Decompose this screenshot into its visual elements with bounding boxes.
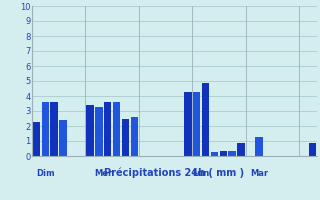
Text: Lun: Lun — [192, 170, 210, 179]
Text: Dim: Dim — [36, 170, 55, 179]
Bar — [237, 143, 245, 156]
Bar — [220, 151, 227, 156]
Bar — [60, 120, 67, 156]
Text: Mer: Mer — [94, 170, 112, 179]
Bar — [255, 137, 263, 156]
Bar — [193, 92, 200, 156]
Bar — [228, 151, 236, 156]
Bar — [95, 106, 102, 156]
Text: Mar: Mar — [250, 170, 268, 179]
Bar — [33, 121, 40, 156]
Bar — [86, 105, 94, 156]
Bar — [184, 92, 192, 156]
Bar — [211, 152, 218, 156]
Bar — [131, 117, 138, 156]
Bar — [113, 102, 120, 156]
Bar — [42, 102, 49, 156]
Bar — [308, 143, 316, 156]
X-axis label: Précipitations 24h ( mm ): Précipitations 24h ( mm ) — [104, 167, 244, 178]
Bar — [51, 102, 58, 156]
Bar — [202, 82, 209, 156]
Bar — [104, 102, 111, 156]
Bar — [122, 118, 129, 156]
